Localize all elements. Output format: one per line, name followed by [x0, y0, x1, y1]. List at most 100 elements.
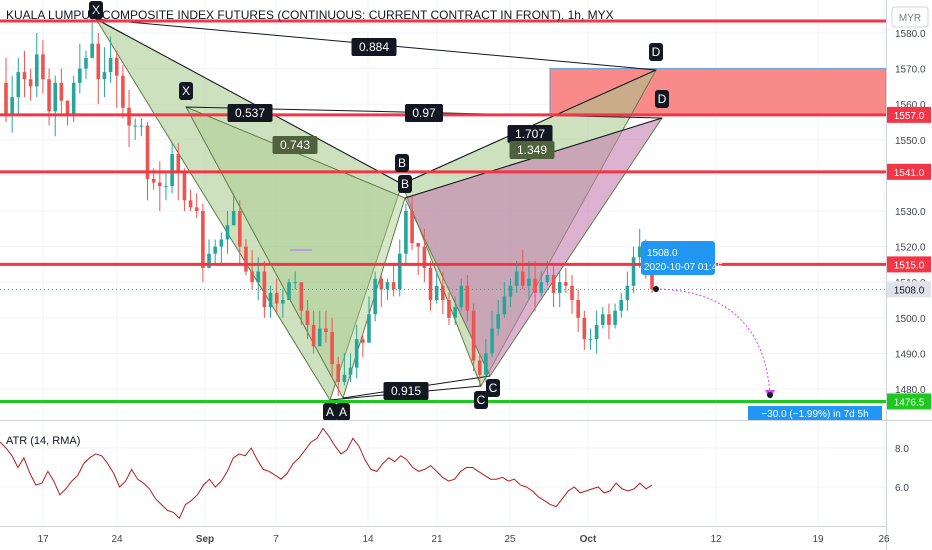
- candle-body: [225, 225, 230, 240]
- candle-body: [594, 324, 599, 340]
- ratio-ab-2: 0.743: [280, 138, 310, 152]
- candle-body: [244, 246, 248, 272]
- candle-body: [428, 267, 433, 300]
- point-x-2: X: [182, 84, 190, 98]
- candle-body: [477, 360, 482, 375]
- candle-body: [379, 278, 384, 290]
- candle-body: [471, 310, 476, 361]
- y-tick-label: 1550.0: [895, 136, 926, 147]
- candle-body: [361, 339, 365, 343]
- candle-body: [213, 246, 217, 254]
- ratio-xb-2-box: [227, 104, 273, 122]
- y-tick-label: 1530.0: [895, 207, 926, 218]
- candle-body: [22, 72, 27, 80]
- point-d-box: [649, 43, 663, 61]
- candle-body: [299, 282, 304, 311]
- candle-body: [182, 171, 187, 201]
- callout-price: 1508.0: [647, 248, 678, 259]
- point-c-2: C: [489, 381, 498, 395]
- candle-body: [305, 310, 310, 325]
- candle-body: [268, 292, 273, 308]
- candle-body: [391, 282, 396, 290]
- projection-target-dot: [767, 392, 773, 398]
- point-a-2: A: [339, 405, 347, 419]
- y-tick-label: 1490.0: [895, 349, 926, 360]
- currency-button[interactable]: [891, 6, 929, 28]
- candle-body: [164, 186, 168, 188]
- candle-body: [256, 271, 261, 283]
- candle-body: [551, 275, 556, 293]
- ratio-ac-box: [383, 382, 429, 400]
- ratio-ab-2-box: [272, 136, 318, 154]
- point-b: B: [398, 156, 406, 170]
- point-d-2: D: [658, 92, 667, 106]
- candle-body: [373, 278, 377, 315]
- candle-body: [496, 314, 500, 329]
- candle-body: [274, 292, 279, 304]
- y-tick-label: 1520.0: [895, 243, 926, 254]
- candle-body: [281, 300, 285, 304]
- atr-label: ATR (14, RMA): [6, 435, 80, 447]
- candle-body: [188, 200, 193, 208]
- chart-title: KUALA LUMPUR COMPOSITE INDEX FUTURES (CO…: [6, 8, 614, 22]
- candle-body: [422, 246, 427, 268]
- atr-axis[interactable]: 6.0 8.0: [895, 444, 909, 494]
- last-price-tag-label: 1508.0: [894, 285, 925, 296]
- ratio-bd: 1.707: [515, 127, 545, 141]
- atr-line: [0, 427, 653, 520]
- candle-body: [317, 328, 322, 347]
- level-tag: [887, 393, 931, 410]
- candle-body: [348, 367, 353, 375]
- candle-body: [324, 328, 328, 333]
- x-tick-label: 25: [504, 534, 516, 545]
- candle-body: [613, 310, 617, 325]
- atr-tick-label: 8.0: [895, 444, 909, 455]
- candle-body: [508, 285, 513, 297]
- candle-body: [619, 300, 624, 311]
- candle-body: [397, 253, 402, 290]
- point-d-2-box: [655, 90, 669, 108]
- candle-body: [41, 54, 45, 80]
- candle-body: [133, 125, 137, 127]
- candle-body: [582, 317, 587, 340]
- candle-body: [311, 324, 316, 347]
- candle-body: [121, 75, 125, 108]
- time-axis[interactable]: 17 24 Sep 7 14 21 25 Oct 12 19 26: [37, 534, 890, 545]
- candle-body: [557, 282, 562, 293]
- x-tick-label: 14: [362, 534, 374, 545]
- candle-body: [404, 211, 408, 254]
- x-tick-label: Oct: [580, 534, 597, 545]
- candle-body: [354, 339, 359, 368]
- point-c-box: [474, 391, 488, 409]
- candle-body: [521, 271, 525, 286]
- pattern-point-labels: X A B C D X A B C D: [89, 1, 669, 421]
- y-tick-label: 1570.0: [895, 65, 926, 76]
- candle-body: [342, 374, 347, 382]
- candle-body: [600, 314, 605, 325]
- x-tick-label: 17: [37, 534, 49, 545]
- point-x: X: [92, 3, 100, 17]
- candle-body: [625, 285, 630, 300]
- candle-body: [28, 79, 33, 87]
- ratio-xd: 0.884: [359, 40, 389, 54]
- candle-body: [545, 275, 550, 283]
- x-tick-label: 21: [431, 534, 443, 545]
- candle-body: [151, 178, 156, 183]
- xb-line: [95, 18, 403, 185]
- candle-body: [158, 182, 162, 187]
- candle-body: [637, 246, 642, 258]
- candle-body: [570, 285, 574, 300]
- level-tag: [887, 163, 931, 180]
- price-axis[interactable]: 1480.01490.01500.01510.01520.01530.01540…: [895, 29, 926, 396]
- y-tick-label: 1500.0: [895, 314, 926, 325]
- ratio-xd-2-box: [405, 104, 443, 122]
- x-tick-label: 24: [111, 534, 123, 545]
- candle-body: [410, 211, 414, 244]
- candle-body: [441, 285, 445, 300]
- projection-label: −30.0 (−1.99%) in 7d 5h: [761, 409, 868, 420]
- candle-body: [194, 207, 199, 211]
- point-c: C: [477, 393, 486, 407]
- candle-body: [484, 353, 488, 375]
- price-callout[interactable]: 1508.0 2020-10-07 01:45: [641, 241, 723, 275]
